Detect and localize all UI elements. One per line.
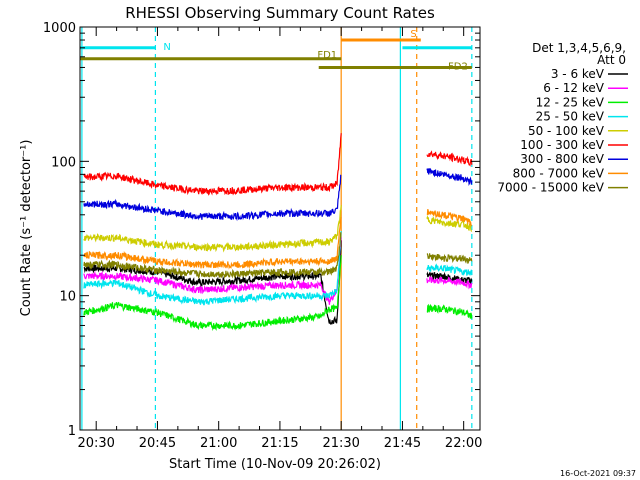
- x-tick-label-20-30: 20:30: [77, 436, 114, 451]
- legend-label-6-12-kev: 6 - 12 keV: [543, 81, 605, 95]
- series-line-50-100-kev: [83, 204, 342, 253]
- series-line-6-12-kev: [83, 237, 342, 305]
- series-line-after-gap-12-25-kev: [426, 303, 473, 319]
- series-line-after-gap-7000-15000-kev: [426, 253, 473, 264]
- x-tick-label-20-45: 20:45: [139, 436, 176, 451]
- series-line-800-7000-kev: [83, 217, 342, 270]
- y-tick-label-1000: 1000: [43, 21, 76, 36]
- series-line-7000-15000-kev: [83, 232, 342, 280]
- series-line-after-gap-25-50-kev: [426, 263, 473, 276]
- x-axis-label: Start Time (10-Nov-09 20:26:02): [169, 457, 381, 472]
- legend-label-12-25-kev: 12 - 25 keV: [536, 95, 605, 109]
- plot-area: N S FD1 FD2 1 10 100 1000 20:30 20:45 21:00 21:15 21…: [43, 21, 482, 451]
- series-line-after-gap-50-100-kev: [426, 214, 473, 232]
- series-line-100-300-kev: [83, 133, 342, 196]
- legend-label-25-50-kev: 25 - 50 keV: [536, 110, 605, 124]
- legend-header-detectors: Det 1,3,4,5,6,9,: [532, 41, 626, 55]
- y-tick-label-10: 10: [59, 290, 76, 305]
- series-line-after-gap-6-12-kev: [426, 275, 473, 290]
- flag-label-fd2: FD2: [448, 61, 468, 72]
- y-tick-label-1: 1: [68, 424, 76, 439]
- flag-label-s: S: [410, 29, 416, 40]
- x-tick-label-21-30: 21:30: [322, 436, 359, 451]
- flag-label-fd1: FD1: [317, 50, 337, 61]
- legend-label-7000-15000-kev: 7000 - 15000 keV: [497, 181, 604, 195]
- plot-frame: [79, 26, 481, 431]
- y-tick-label-100: 100: [51, 155, 76, 170]
- series-line-12-25-kev: [83, 255, 342, 332]
- chart-title: RHESSI Observing Summary Count Rates: [125, 4, 435, 22]
- legend-label-800-7000-kev: 800 - 7000 keV: [513, 166, 605, 180]
- x-tick-label-21-15: 21:15: [261, 436, 298, 451]
- legend-header-attenuator: Att 0: [597, 53, 626, 67]
- series-line-after-gap-3-6-kev: [426, 271, 473, 284]
- legend-label-300-800-kev: 300 - 800 keV: [520, 152, 604, 166]
- series-line-after-gap-800-7000-kev: [426, 209, 472, 227]
- series-line-300-800-kev: [83, 174, 342, 222]
- series-line-25-50-kev: [83, 231, 342, 306]
- legend-label-3-6-kev: 3 - 6 keV: [551, 67, 605, 81]
- x-tick-label-21-45: 21:45: [384, 436, 421, 451]
- legend-label-100-300-kev: 100 - 300 keV: [520, 138, 604, 152]
- y-axis-label: Count Rate (s⁻¹ detector⁻¹): [19, 140, 34, 317]
- series-line-after-gap-300-800-kev: [426, 167, 473, 187]
- flag-label-n: N: [163, 42, 170, 53]
- footer-timestamp: 16-Oct-2021 09:37: [560, 469, 636, 478]
- legend-label-50-100-kev: 50 - 100 keV: [528, 124, 605, 138]
- series-line-after-gap-100-300-kev: [426, 150, 473, 167]
- x-tick-label-22-00: 22:00: [445, 436, 482, 451]
- series-line-3-6-kev: [83, 240, 342, 326]
- x-tick-label-21-00: 21:00: [200, 436, 237, 451]
